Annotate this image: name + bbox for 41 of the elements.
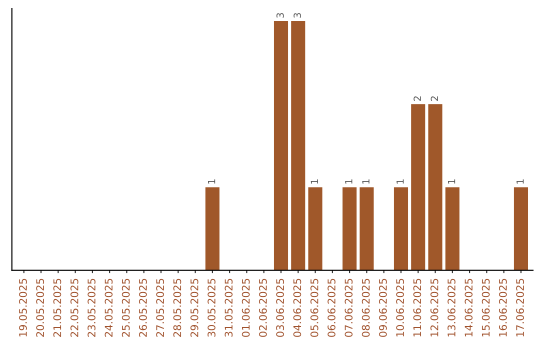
- data-label: 2: [430, 96, 438, 101]
- x-tick-label: 31.05.2025: [224, 278, 233, 337]
- x-tick-label: 01.06.2025: [242, 278, 250, 337]
- data-label: 1: [448, 179, 456, 184]
- x-tick-label: 11.06.2025: [413, 278, 422, 336]
- x-tick-label: 13.06.2025: [448, 278, 456, 336]
- data-label: 1: [516, 179, 524, 184]
- x-tick-label: 04.06.2025: [293, 278, 302, 337]
- x-tick-label: 22.05.2025: [70, 278, 78, 337]
- data-label: 1: [396, 179, 404, 184]
- x-tick-label: 21.05.2025: [53, 278, 62, 337]
- x-tick-label: 06.06.2025: [328, 278, 336, 337]
- x-tick-label: 16.06.2025: [498, 278, 507, 336]
- x-tick-label: 15.06.2025: [482, 278, 490, 336]
- x-tick-label: 23.05.2025: [88, 278, 96, 337]
- x-tick-label: 03.06.2025: [276, 278, 284, 337]
- data-label: 1: [345, 179, 352, 184]
- x-tick-label: 20.05.2025: [36, 278, 44, 337]
- x-tick-label: 09.06.2025: [378, 278, 387, 337]
- x-tick-label: 05.06.2025: [310, 278, 318, 337]
- x-tick-label: 27.05.2025: [156, 278, 164, 337]
- x-tick-label: 19.05.2025: [19, 278, 27, 336]
- x-tick-label: 08.06.2025: [362, 278, 370, 337]
- x-tick-label: 26.05.2025: [139, 278, 147, 337]
- data-label: 1: [208, 179, 216, 184]
- x-tick-label: 24.05.2025: [104, 278, 113, 337]
- data-label: 3: [294, 13, 301, 18]
- x-tick-label: 25.05.2025: [122, 278, 130, 337]
- data-label: 1: [362, 179, 370, 184]
- x-tick-label: 29.05.2025: [190, 278, 198, 337]
- data-label: 2: [414, 96, 421, 101]
- x-tick-label: 30.05.2025: [208, 278, 216, 337]
- x-tick-label: 12.06.2025: [430, 278, 438, 336]
- data-label: 3: [276, 13, 284, 18]
- x-tick-label: 10.06.2025: [396, 278, 404, 336]
- x-tick-label: 07.06.2025: [344, 278, 353, 337]
- data-label: 1: [310, 179, 318, 184]
- x-tick-label: 14.06.2025: [464, 278, 473, 336]
- x-tick-label: 17.06.2025: [516, 278, 524, 336]
- x-tick-label: 02.06.2025: [259, 278, 267, 337]
- x-tick-label: 28.05.2025: [173, 278, 182, 337]
